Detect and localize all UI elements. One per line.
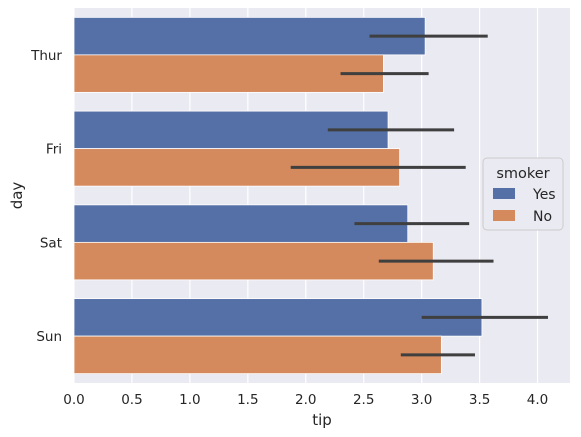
legend-title: smoker	[496, 166, 549, 182]
bars	[73, 16, 483, 375]
legend-label-yes: Yes	[532, 187, 556, 203]
x-tick-label: 4.0	[527, 392, 548, 408]
x-tick-label: 0.5	[121, 392, 142, 408]
y-tick-label: Sun	[36, 329, 62, 345]
x-tick-label: 3.5	[469, 392, 490, 408]
bar-sat-no	[73, 241, 434, 281]
legend-swatch-no	[493, 210, 515, 221]
legend-swatch-yes	[493, 188, 515, 199]
y-tick-label: Thur	[30, 48, 62, 64]
x-tick-label: 3.0	[411, 392, 432, 408]
bar-thur-no	[73, 54, 384, 93]
bar-sun-yes	[73, 298, 483, 337]
x-tick-label: 2.5	[353, 392, 374, 408]
x-axis-label: tip	[312, 411, 332, 429]
y-tick-label: Fri	[46, 142, 62, 158]
x-tick-label: 1.5	[237, 392, 258, 408]
x-tick-label: 0.0	[63, 392, 84, 408]
legend: smoker Yes No	[482, 157, 564, 231]
y-tick-labels: Thur Fri Sat Sun	[30, 48, 62, 345]
legend-label-no: No	[533, 209, 552, 225]
x-tick-label: 2.0	[295, 392, 316, 408]
x-tick-labels: 0.0 0.5 1.0 1.5 2.0 2.5 3.0 3.5 4.0	[63, 392, 548, 408]
y-axis-label: day	[8, 182, 26, 210]
bar-thur-yes	[73, 16, 426, 56]
bar-sun-no	[73, 335, 442, 375]
y-tick-label: Sat	[40, 235, 62, 251]
error-bars	[290, 34, 548, 357]
x-tick-label: 1.0	[179, 392, 200, 408]
